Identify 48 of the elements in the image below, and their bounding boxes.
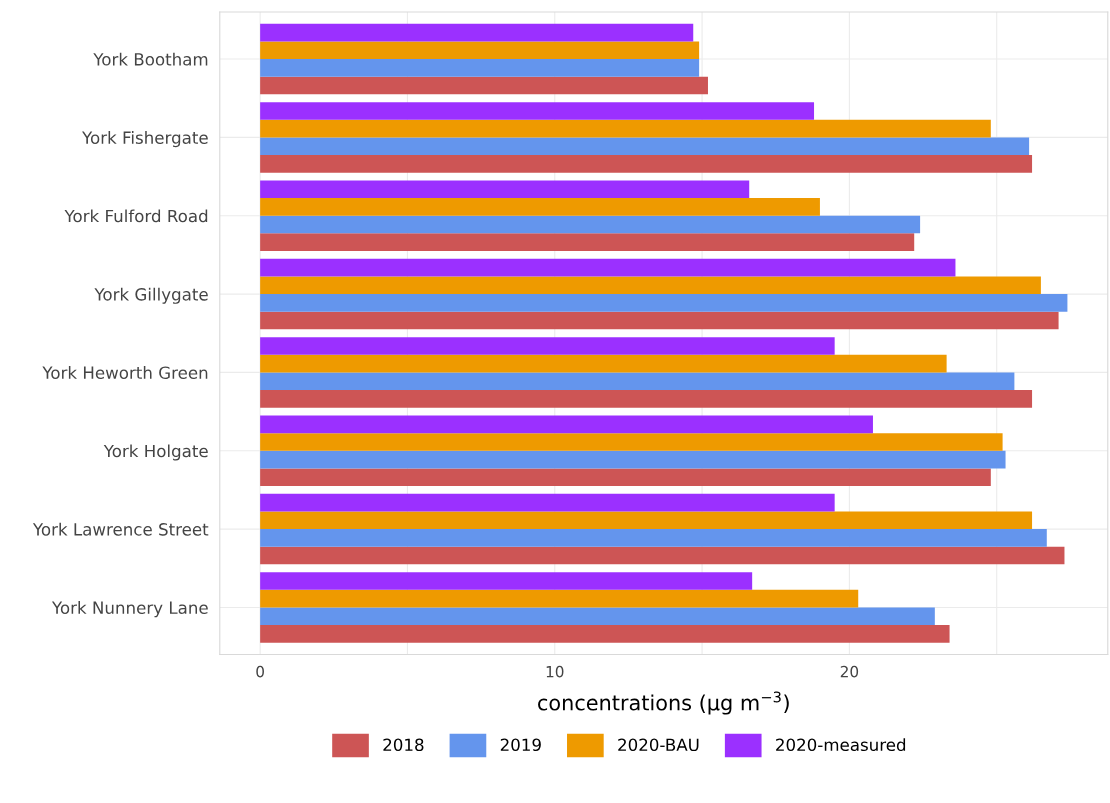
x-tick-label: 10	[546, 665, 564, 678]
legend-label: 2020-BAU	[618, 738, 699, 752]
y-tick-label: York Nunnery Lane	[51, 601, 208, 618]
bar	[260, 59, 700, 77]
bar	[260, 529, 1047, 547]
y-tick-label: York Bootham	[93, 52, 208, 66]
bar	[260, 390, 1033, 408]
bar	[260, 76, 708, 95]
bar	[260, 180, 750, 199]
bar	[260, 415, 873, 434]
bar	[260, 572, 753, 590]
bar	[260, 607, 935, 626]
bar	[260, 102, 815, 120]
bar	[260, 493, 835, 512]
legend-label: 2018	[383, 738, 424, 752]
y-tick-label: York Lawrence Street	[32, 522, 209, 536]
y-tick-label: York Heworth Green	[42, 366, 208, 379]
y-tick-label: York Fulford Road	[64, 209, 208, 223]
bar	[260, 372, 1015, 391]
bar	[260, 337, 835, 355]
bar	[260, 233, 915, 251]
bar	[260, 41, 700, 60]
bar	[260, 625, 950, 643]
bar	[260, 198, 820, 216]
bar	[260, 311, 1059, 330]
bar	[260, 589, 859, 608]
bar	[260, 354, 947, 373]
bar	[260, 450, 1006, 469]
bar	[260, 155, 1033, 173]
bar	[260, 23, 694, 42]
x-tick-label: 20	[840, 665, 859, 678]
bar	[260, 433, 1003, 451]
legend-label: 2020-measured	[776, 738, 906, 752]
bar	[260, 137, 1030, 156]
bar	[260, 511, 1033, 530]
x-axis-title: concentrations (µg m$^{−3}$)	[538, 691, 789, 715]
bar	[260, 546, 1065, 565]
y-tick-label: York Gillygate	[94, 287, 208, 304]
bar	[260, 119, 991, 138]
bar	[260, 215, 921, 234]
bar	[260, 276, 1041, 295]
y-tick-label: York Fishergate	[82, 131, 208, 148]
y-tick-label: York Holgate	[103, 444, 208, 461]
legend-label: 2019	[500, 738, 541, 752]
bar	[260, 294, 1068, 312]
x-tick-label: 0	[256, 665, 264, 678]
bar	[260, 258, 956, 277]
bar	[260, 468, 991, 487]
